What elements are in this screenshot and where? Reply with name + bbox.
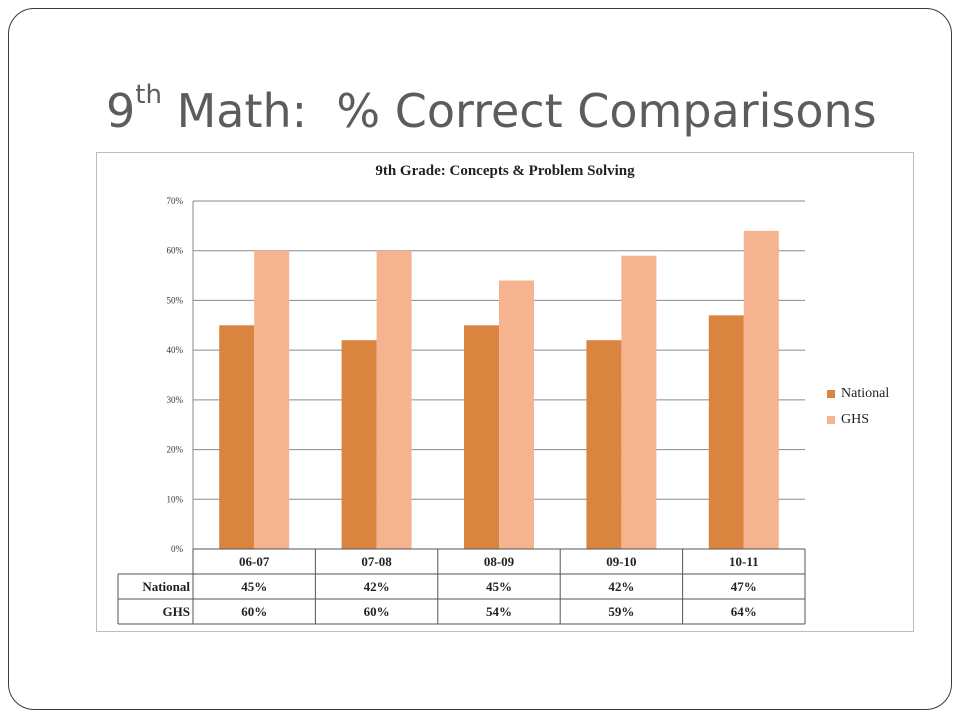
legend-label-ghs: GHS bbox=[841, 412, 870, 427]
slide-frame bbox=[8, 8, 952, 710]
data-label: 54% bbox=[486, 604, 512, 619]
legend-label-national: National bbox=[841, 386, 890, 401]
bar-ghs-07-08 bbox=[376, 250, 412, 549]
legend: National GHS bbox=[827, 383, 889, 435]
bar-national-09-10 bbox=[586, 340, 622, 549]
y-tick-label: 70% bbox=[167, 196, 184, 206]
y-tick-label: 40% bbox=[167, 345, 184, 355]
y-tick-label: 0% bbox=[171, 544, 184, 554]
title-superscript: th bbox=[135, 80, 162, 110]
title-main: 9 bbox=[106, 84, 136, 138]
category-label: 06-07 bbox=[239, 554, 270, 569]
legend-swatch-national bbox=[827, 390, 835, 398]
bar-national-06-07 bbox=[219, 325, 255, 549]
table-row-label: GHS bbox=[163, 604, 190, 619]
chart-title: 9th Grade: Concepts & Problem Solving bbox=[375, 163, 635, 179]
data-label: 60% bbox=[241, 604, 267, 619]
y-tick-label: 60% bbox=[167, 246, 184, 256]
data-label: 45% bbox=[486, 579, 512, 594]
data-label: 64% bbox=[731, 604, 757, 619]
bar-national-10-11 bbox=[708, 315, 744, 549]
y-tick-label: 30% bbox=[167, 395, 184, 405]
category-label: 10-11 bbox=[729, 554, 759, 569]
legend-item-national: National bbox=[827, 383, 889, 405]
y-tick-label: 10% bbox=[167, 494, 184, 504]
slide-title: 9th Math: % Correct Comparisons bbox=[106, 80, 877, 138]
bar-ghs-10-11 bbox=[743, 230, 779, 549]
chart-container: 9th Grade: Concepts & Problem Solving 0%… bbox=[96, 152, 914, 632]
bar-ghs-08-09 bbox=[499, 280, 534, 549]
bar-ghs-09-10 bbox=[621, 255, 657, 549]
y-tick-label: 20% bbox=[167, 445, 184, 455]
title-rest: Math: % Correct Comparisons bbox=[161, 84, 877, 138]
category-label: 09-10 bbox=[606, 554, 636, 569]
bar-national-08-09 bbox=[464, 325, 499, 549]
data-label: 47% bbox=[731, 579, 757, 594]
data-label: 42% bbox=[608, 579, 634, 594]
data-label: 59% bbox=[608, 604, 634, 619]
legend-item-ghs: GHS bbox=[827, 409, 889, 431]
legend-swatch-ghs bbox=[827, 416, 835, 424]
bar-chart: 0% 10% 20% 30% 40% 50% 60% 70% 06-07 07-08 08-09 09… bbox=[117, 196, 806, 625]
data-label: 42% bbox=[364, 579, 390, 594]
bar-national-07-08 bbox=[341, 340, 377, 549]
category-label: 08-09 bbox=[484, 554, 515, 569]
bar-ghs-06-07 bbox=[254, 250, 290, 549]
data-label: 45% bbox=[241, 579, 267, 594]
y-tick-label: 50% bbox=[167, 295, 184, 305]
category-label: 07-08 bbox=[361, 554, 392, 569]
data-label: 60% bbox=[364, 604, 390, 619]
table-row-label: National bbox=[142, 579, 190, 594]
